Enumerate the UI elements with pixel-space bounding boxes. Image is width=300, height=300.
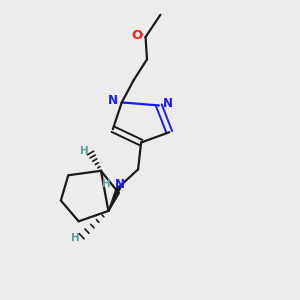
Text: O: O bbox=[132, 29, 143, 42]
Text: N: N bbox=[114, 178, 124, 191]
Text: N: N bbox=[163, 97, 173, 110]
Text: N: N bbox=[108, 94, 118, 107]
Text: H: H bbox=[71, 233, 80, 243]
Text: H: H bbox=[102, 179, 111, 189]
Text: H: H bbox=[80, 146, 88, 157]
Polygon shape bbox=[108, 186, 121, 211]
